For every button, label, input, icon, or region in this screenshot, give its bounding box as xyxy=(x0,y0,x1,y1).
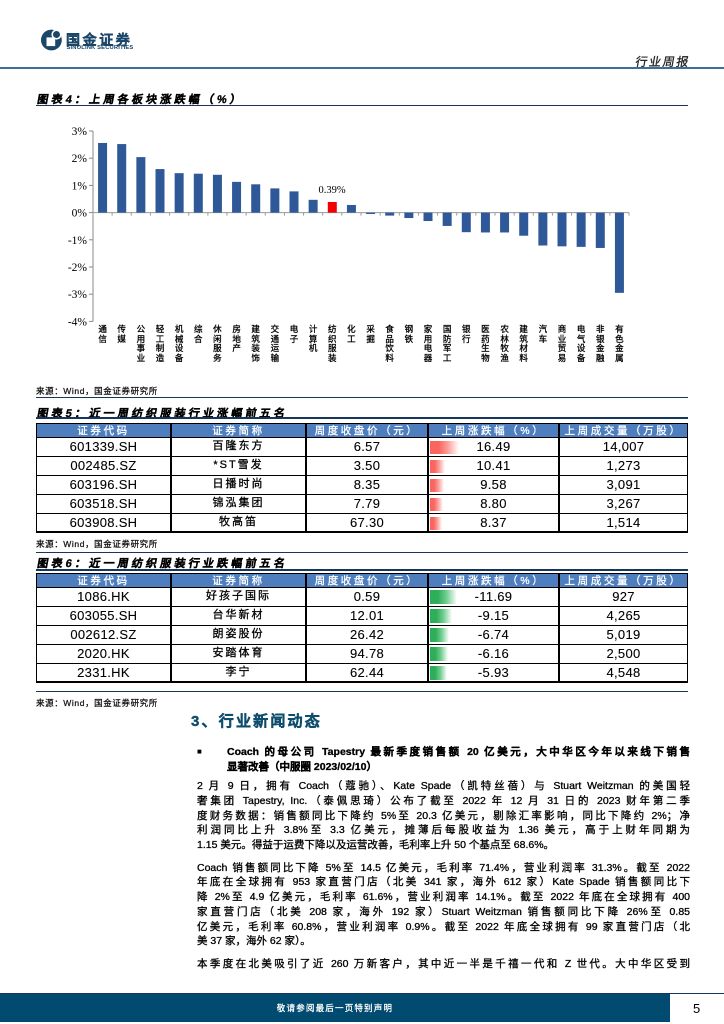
svg-text:-3%: -3% xyxy=(68,289,88,301)
svg-text:-4%: -4% xyxy=(68,316,88,328)
svg-text:2%: 2% xyxy=(72,153,88,165)
svg-text:0.39%: 0.39% xyxy=(318,185,345,196)
svg-text:1%: 1% xyxy=(72,180,88,192)
svg-text:-1%: -1% xyxy=(68,235,88,247)
svg-text:0%: 0% xyxy=(72,208,88,220)
svg-text:-2%: -2% xyxy=(68,262,88,274)
svg-text:3%: 3% xyxy=(72,126,88,138)
